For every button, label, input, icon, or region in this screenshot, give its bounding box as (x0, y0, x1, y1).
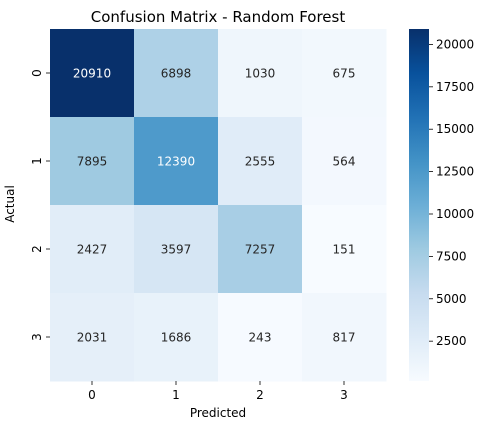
heatmap-cell (302, 117, 387, 206)
colorbar-tick-label: 5000 (436, 292, 467, 306)
heatmap-cell (218, 117, 303, 206)
colorbar (409, 29, 429, 381)
heatmap-cell (134, 117, 219, 206)
heatmap-cell (50, 29, 135, 118)
x-axis-label: Predicted (190, 406, 246, 420)
heatmap-cell (302, 29, 387, 118)
cell-value-label: 20910 (73, 67, 111, 81)
chart-title: Confusion Matrix - Random Forest (91, 8, 346, 26)
y-tick-label: 1 (30, 157, 44, 165)
heatmap-cell (134, 29, 219, 118)
heatmap-cell (218, 205, 303, 294)
colorbar-tick-label: 17500 (436, 80, 474, 94)
y-tick-label: 2 (30, 245, 44, 253)
heatmap-cell (218, 293, 303, 382)
colorbar-tick-label: 7500 (436, 249, 467, 263)
x-tick-label: 3 (340, 388, 348, 402)
cell-value-label: 7895 (77, 155, 108, 169)
x-tick-label: 0 (88, 388, 96, 402)
cell-value-label: 243 (249, 331, 272, 345)
colorbar-tick-label: 2500 (436, 334, 467, 348)
y-tick-label: 3 (30, 333, 44, 341)
x-axis-ticks: 0 1 2 3 (88, 381, 348, 402)
cell-value-label: 7257 (245, 243, 276, 257)
colorbar-tick-label: 12500 (436, 165, 474, 179)
y-tick-label: 0 (30, 69, 44, 77)
colorbar-ticks: 2500 5000 7500 10000 12500 15000 17500 20000 (429, 37, 474, 348)
heatmap-cell (302, 205, 387, 294)
heatmap-cell (50, 293, 135, 382)
cell-value-label: 6898 (161, 67, 192, 81)
x-tick-label: 1 (172, 388, 180, 402)
cell-value-label: 2031 (77, 331, 108, 345)
cell-value-label: 1030 (245, 67, 276, 81)
cell-value-label: 2555 (245, 155, 276, 169)
heatmap-cell (302, 293, 387, 382)
heatmap-cell (50, 205, 135, 294)
cell-value-label: 675 (333, 67, 356, 81)
x-tick-label: 2 (256, 388, 264, 402)
colorbar-tick-label: 20000 (436, 37, 474, 51)
cell-value-label: 3597 (161, 243, 192, 257)
y-axis-label: Actual (3, 185, 17, 223)
colorbar-tick-label: 15000 (436, 122, 474, 136)
colorbar-tick-label: 10000 (436, 207, 474, 221)
heatmap-cell (50, 117, 135, 206)
heatmap-cell (134, 293, 219, 382)
cell-value-label: 817 (333, 331, 356, 345)
cell-value-label: 151 (333, 243, 356, 257)
y-axis-ticks: 0 1 2 3 (30, 69, 50, 341)
cell-value-label: 2427 (77, 243, 108, 257)
cell-value-label: 564 (333, 155, 356, 169)
heatmap-cell (134, 205, 219, 294)
cell-value-label: 12390 (157, 155, 195, 169)
cell-value-label: 1686 (161, 331, 192, 345)
heatmap-cell (218, 29, 303, 118)
heatmap-cells: 20910 6898 1030 675 7895 12390 2555 564 2427 3597… (50, 29, 387, 382)
